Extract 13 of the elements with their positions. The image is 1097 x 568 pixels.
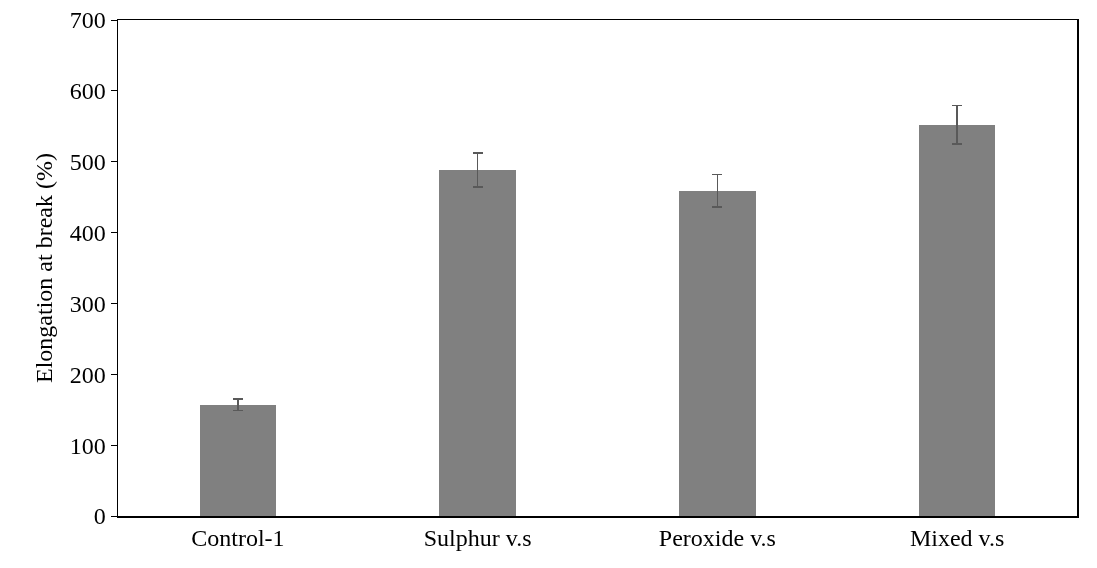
- x-tick-label: Sulphur v.s: [423, 525, 532, 552]
- y-tick-label: 0: [93, 503, 106, 530]
- x-tick-label: Control-1: [191, 525, 285, 552]
- y-tick-label: 700: [69, 7, 106, 34]
- y-axis-title: Elongation at break (%): [31, 153, 58, 383]
- y-tick-label: 400: [69, 219, 106, 246]
- y-tick-label: 500: [69, 149, 106, 176]
- x-tick-label: Mixed v.s: [909, 525, 1005, 552]
- y-tick-label: 200: [69, 361, 106, 388]
- y-tick-label: 100: [69, 432, 106, 459]
- y-tick-label: 300: [69, 290, 106, 317]
- y-tick-label: 600: [69, 78, 106, 105]
- x-tick-label: Peroxide v.s: [658, 525, 776, 552]
